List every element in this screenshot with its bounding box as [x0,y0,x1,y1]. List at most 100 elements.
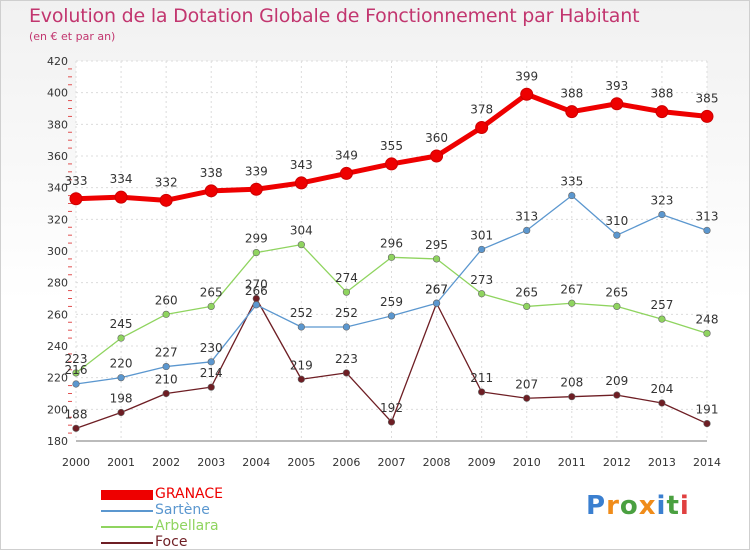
data-label: 388 [560,87,583,101]
data-point [162,310,170,318]
x-tick-label: 2005 [287,456,315,469]
data-point [342,323,351,331]
data-point [385,157,398,171]
legend-swatch [101,526,153,528]
y-tick-label: 420 [47,55,68,68]
data-label: 301 [470,228,493,242]
y-tick-label: 380 [47,118,68,131]
data-point [204,184,218,198]
data-label: 274 [335,271,358,285]
data-point [565,105,579,119]
legend-swatch [101,490,153,500]
data-label: 393 [605,79,628,93]
chart-subtitle: (en € et par an) [29,30,116,43]
data-label: 208 [560,376,583,390]
x-tick-label: 2002 [152,456,180,469]
data-point [159,193,173,207]
data-label: 388 [650,87,673,101]
data-point [703,419,711,428]
data-label: 260 [155,293,178,307]
data-point [162,389,170,398]
data-point [72,380,80,388]
data-label: 252 [335,306,358,320]
data-point [297,323,305,331]
x-tick-label: 2010 [513,456,541,469]
data-label: 265 [605,285,628,299]
data-label: 385 [696,91,719,105]
data-point [523,226,531,235]
data-label: 339 [245,164,268,178]
logo-letter: P [586,491,607,521]
x-tick-label: 2008 [423,456,451,469]
y-tick-label: 340 [47,182,68,195]
data-label: 349 [335,148,358,162]
data-label: 198 [110,392,133,406]
data-point [432,255,441,263]
y-tick-label: 320 [47,213,68,226]
x-tick-label: 2014 [693,456,721,469]
legend-swatch [101,510,153,512]
data-label: 209 [605,374,628,388]
data-point [207,358,215,366]
data-point [387,312,396,320]
data-label: 214 [200,366,223,380]
data-label: 267 [560,282,583,296]
data-label: 299 [245,232,268,246]
data-label: 296 [380,236,403,250]
data-label: 204 [650,382,673,396]
proxiti-logo: Proxiti [586,491,690,521]
x-tick-label: 2003 [197,456,225,469]
logo-letter: o [619,491,639,521]
legend-label: Arbellara [155,518,219,534]
y-tick-label: 240 [47,340,68,353]
data-point [252,248,260,257]
x-tick-label: 2012 [603,456,631,469]
data-point [342,369,351,377]
legend-swatch [101,542,153,544]
data-point [432,299,441,307]
data-point [297,241,305,249]
data-label: 267 [425,282,448,296]
data-label: 223 [335,352,358,366]
data-point [207,383,215,391]
data-point [478,245,486,254]
data-point [117,334,125,342]
data-label: 259 [380,295,403,309]
data-point [249,182,263,196]
grid [75,60,708,442]
data-point [478,290,486,298]
x-tick-label: 2007 [378,456,406,469]
data-label: 227 [155,346,178,360]
logo-letter: i [656,491,667,521]
data-label: 192 [380,401,403,415]
data-point [613,302,621,311]
data-label: 266 [245,284,268,298]
data-label: 265 [515,285,538,299]
data-point [69,192,83,206]
data-point [297,375,305,383]
data-label: 270 [245,278,268,292]
y-tick-label: 400 [47,87,68,100]
x-tick-label: 2001 [107,456,135,469]
data-label: 295 [425,238,448,252]
data-label: 313 [696,209,719,223]
x-tick-label: 2006 [332,456,360,469]
data-point [207,302,215,311]
data-point [523,302,531,311]
data-label: 223 [65,352,88,366]
data-point [520,87,534,101]
data-label: 248 [696,312,719,326]
x-tick-label: 2009 [468,456,496,469]
data-label: 211 [470,371,493,385]
data-label: 355 [380,139,403,153]
data-label: 191 [696,403,719,417]
data-label: 304 [290,224,313,238]
y-tick-label: 300 [47,245,68,258]
data-label: 267 [425,282,448,296]
data-label: 273 [470,273,493,287]
data-label: 334 [110,172,133,186]
data-point [294,176,308,190]
data-point [117,374,125,382]
